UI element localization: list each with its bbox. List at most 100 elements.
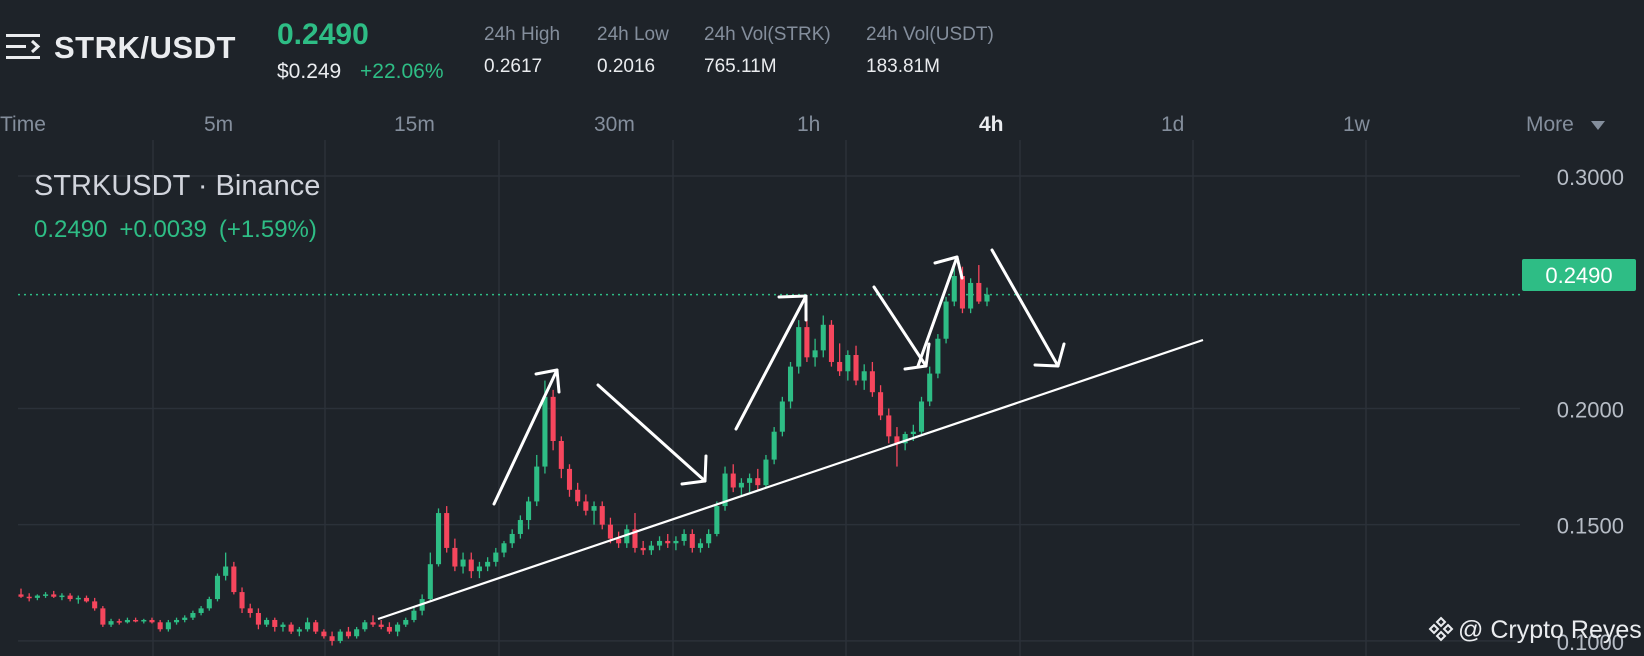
candle: [67, 593, 73, 602]
candle: [665, 533, 671, 548]
tab-5m[interactable]: 5m: [204, 113, 234, 136]
candle-body: [493, 552, 499, 562]
candle: [820, 315, 826, 358]
candle-body: [828, 324, 834, 362]
candle: [411, 606, 417, 623]
candle-body: [697, 543, 704, 548]
candle-body: [108, 621, 114, 625]
candlestick-chart[interactable]: 0.3000 0.2000 0.1500 0.1000 0.2490: [0, 140, 1644, 656]
candle: [444, 506, 450, 553]
arrow-up-3: [916, 255, 959, 368]
candle-body: [599, 506, 605, 525]
candle-body: [558, 441, 564, 469]
candle: [362, 619, 368, 632]
candle-body: [771, 431, 777, 460]
arrow-down-1-head: [680, 454, 708, 486]
candle-body: [845, 355, 851, 372]
tab-1h[interactable]: 1h: [797, 113, 821, 136]
candle-body: [607, 524, 613, 539]
candle-body: [730, 473, 736, 488]
candle: [968, 278, 974, 314]
tab-15m[interactable]: 15m: [394, 113, 435, 136]
candle: [149, 617, 155, 624]
candle: [59, 593, 65, 601]
candle: [116, 618, 122, 625]
candle: [796, 320, 802, 374]
candle-body: [116, 621, 122, 623]
candle: [83, 595, 90, 603]
pair-title[interactable]: STRK/USDT: [54, 30, 236, 65]
candle-body: [984, 294, 990, 302]
candle: [853, 345, 859, 386]
stat-value-vol-strk: 765.11M: [704, 56, 777, 77]
candle-body: [796, 327, 802, 367]
candle: [517, 515, 523, 539]
candle-body: [902, 434, 908, 444]
candle-body: [689, 533, 695, 548]
candle-body: [910, 431, 916, 435]
candle: [321, 629, 327, 639]
arrow-annotations: [492, 248, 1066, 506]
chart-quote: 0.2490 +0.0039 (+1.59%): [34, 216, 329, 244]
candle-body: [272, 619, 278, 627]
ticker-header: STRK/USDT 0.2490 $0.249 +22.06% 24h High…: [0, 0, 1644, 100]
candle-body: [337, 631, 343, 641]
candle: [386, 622, 392, 634]
candle-body: [141, 619, 147, 622]
candle-body: [640, 547, 646, 551]
candle: [304, 617, 311, 632]
tab-time[interactable]: Time: [0, 113, 46, 136]
tab-30m[interactable]: 30m: [594, 113, 635, 136]
candle: [894, 427, 900, 467]
candle-body: [714, 506, 720, 534]
chart-quote-change: +0.0039: [119, 216, 207, 243]
tab-more[interactable]: More: [1526, 113, 1574, 136]
menu-icon[interactable]: [6, 32, 42, 62]
candle-body: [313, 622, 319, 632]
candle: [509, 529, 515, 548]
chevron-down-icon[interactable]: [1591, 121, 1605, 130]
candle-body: [427, 564, 433, 600]
candle: [886, 408, 892, 444]
candle-body: [43, 594, 49, 596]
candle-body: [526, 501, 532, 521]
candle-body: [133, 619, 139, 622]
candle: [329, 631, 335, 646]
last-price: 0.2490: [277, 18, 369, 51]
tab-1d[interactable]: 1d: [1161, 113, 1185, 136]
candle-body: [886, 415, 892, 437]
candle: [787, 361, 794, 409]
candle: [927, 366, 933, 407]
candle-body: [435, 513, 442, 565]
arrow-up-2: [734, 294, 808, 431]
arrow-down-3-head: [1033, 342, 1066, 368]
candle: [526, 496, 532, 530]
candle-body: [67, 595, 73, 600]
stat-value-high: 0.2617: [484, 56, 543, 77]
candle-body: [288, 624, 294, 632]
candle: [247, 603, 253, 618]
candle: [468, 552, 474, 579]
candle-body: [280, 624, 286, 627]
candle-body: [624, 529, 630, 544]
candle: [984, 287, 990, 307]
watermark: @ Crypto Reyes: [1428, 616, 1642, 645]
candle: [214, 573, 221, 602]
candle-body: [673, 540, 679, 544]
candle-body: [321, 631, 327, 637]
candle: [133, 617, 139, 623]
tab-1w[interactable]: 1w: [1343, 113, 1370, 136]
support-trendline: [377, 338, 1204, 621]
candle: [591, 501, 597, 525]
candle-body: [395, 624, 401, 632]
candle: [738, 478, 744, 497]
candle: [452, 538, 458, 572]
candle-body: [534, 466, 540, 502]
candle: [804, 317, 810, 362]
arrow-down-3: [990, 248, 1060, 368]
y-tick-label: 0.1000: [1557, 630, 1624, 655]
candle: [837, 343, 843, 376]
candle: [345, 626, 351, 639]
candle: [714, 501, 720, 537]
tab-4h[interactable]: 4h: [979, 113, 1004, 136]
